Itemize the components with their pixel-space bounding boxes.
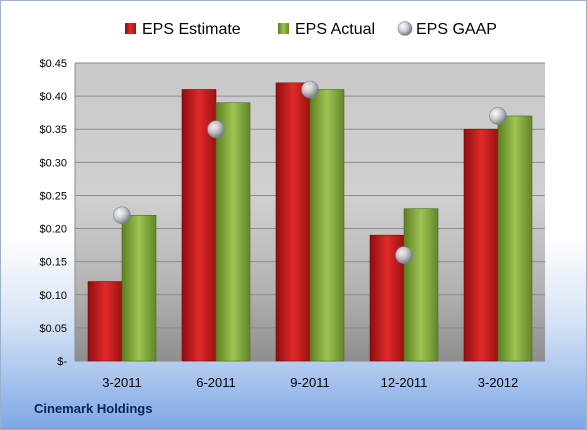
bar-eps-actual bbox=[403, 208, 439, 362]
y-tick-label: $- bbox=[57, 356, 67, 368]
y-tick-label: $0.15 bbox=[39, 257, 67, 269]
x-tick-label: 6-2011 bbox=[196, 375, 236, 390]
gaap-marker bbox=[301, 80, 319, 99]
bar-eps-actual bbox=[497, 115, 533, 362]
y-tick-label: $0.40 bbox=[39, 91, 67, 103]
x-tick-label: 9-2011 bbox=[290, 375, 330, 390]
y-tick-label: $0.10 bbox=[39, 290, 67, 302]
y-tick-label: $0.25 bbox=[39, 190, 67, 202]
bar-eps-estimate bbox=[275, 82, 311, 362]
y-tick-label: $0.35 bbox=[39, 124, 67, 136]
company-name: Cinemark Holdings bbox=[34, 401, 153, 416]
x-axis-ticks: 3-2011 6-2011 9-2011 12-2011 3-2012 bbox=[102, 375, 518, 390]
legend: EPS Estimate EPS Actual EPS GAAP bbox=[125, 21, 497, 38]
bar-eps-actual bbox=[309, 89, 345, 362]
legend-swatch bbox=[125, 23, 136, 34]
legend-swatch bbox=[278, 23, 289, 34]
y-tick-label: $0.45 bbox=[39, 58, 67, 70]
gaap-marker bbox=[395, 246, 413, 264]
bar-eps-actual bbox=[121, 215, 157, 362]
legend-label: EPS GAAP bbox=[416, 21, 497, 38]
y-tick-label: $0.20 bbox=[39, 224, 67, 236]
legend-label: EPS Estimate bbox=[142, 21, 241, 38]
gaap-marker bbox=[113, 206, 131, 225]
bar-eps-estimate bbox=[463, 128, 499, 362]
gaap-markers bbox=[113, 80, 507, 264]
legend-label: EPS Actual bbox=[295, 21, 375, 38]
x-tick-label: 3-2011 bbox=[102, 375, 142, 390]
gaap-marker bbox=[489, 107, 507, 125]
legend-swatch bbox=[397, 21, 413, 36]
bar-eps-actual bbox=[215, 102, 251, 362]
y-tick-label: $0.05 bbox=[39, 323, 67, 335]
bar-eps-estimate bbox=[87, 281, 123, 362]
y-axis-ticks: $- $0.05 $0.10 $0.15 $0.20 $0.25 $0.30 $0.35 $0.… bbox=[39, 58, 67, 368]
gaap-marker bbox=[207, 120, 225, 139]
x-tick-label: 12-2011 bbox=[381, 375, 428, 390]
bars bbox=[87, 82, 533, 362]
y-tick-label: $0.30 bbox=[39, 157, 67, 169]
x-tick-label: 3-2012 bbox=[478, 375, 518, 390]
